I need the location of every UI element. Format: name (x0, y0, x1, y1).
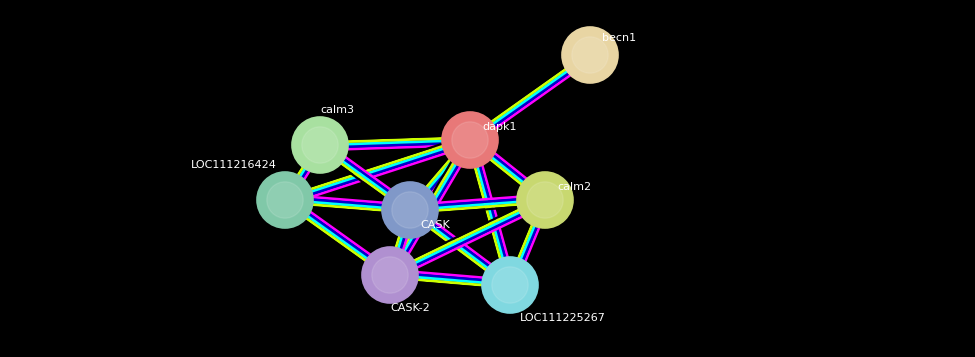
Circle shape (451, 122, 488, 158)
Circle shape (442, 112, 498, 168)
Circle shape (267, 182, 303, 218)
Text: CASK-2: CASK-2 (390, 303, 430, 313)
Circle shape (482, 257, 538, 313)
Circle shape (292, 117, 348, 173)
Circle shape (562, 27, 618, 83)
Circle shape (362, 247, 418, 303)
Circle shape (382, 182, 438, 238)
Text: LOC111225267: LOC111225267 (520, 313, 605, 323)
Circle shape (491, 267, 528, 303)
Text: calm2: calm2 (557, 182, 591, 192)
Circle shape (517, 172, 573, 228)
Text: dapk1: dapk1 (482, 122, 517, 132)
Text: LOC111216424: LOC111216424 (191, 160, 277, 170)
Circle shape (371, 257, 409, 293)
Circle shape (571, 37, 608, 73)
Circle shape (302, 127, 338, 163)
Circle shape (257, 172, 313, 228)
Circle shape (526, 182, 564, 218)
Text: becn1: becn1 (602, 33, 636, 43)
Text: calm3: calm3 (320, 105, 354, 115)
Text: CASK: CASK (420, 220, 449, 230)
Circle shape (392, 192, 428, 228)
